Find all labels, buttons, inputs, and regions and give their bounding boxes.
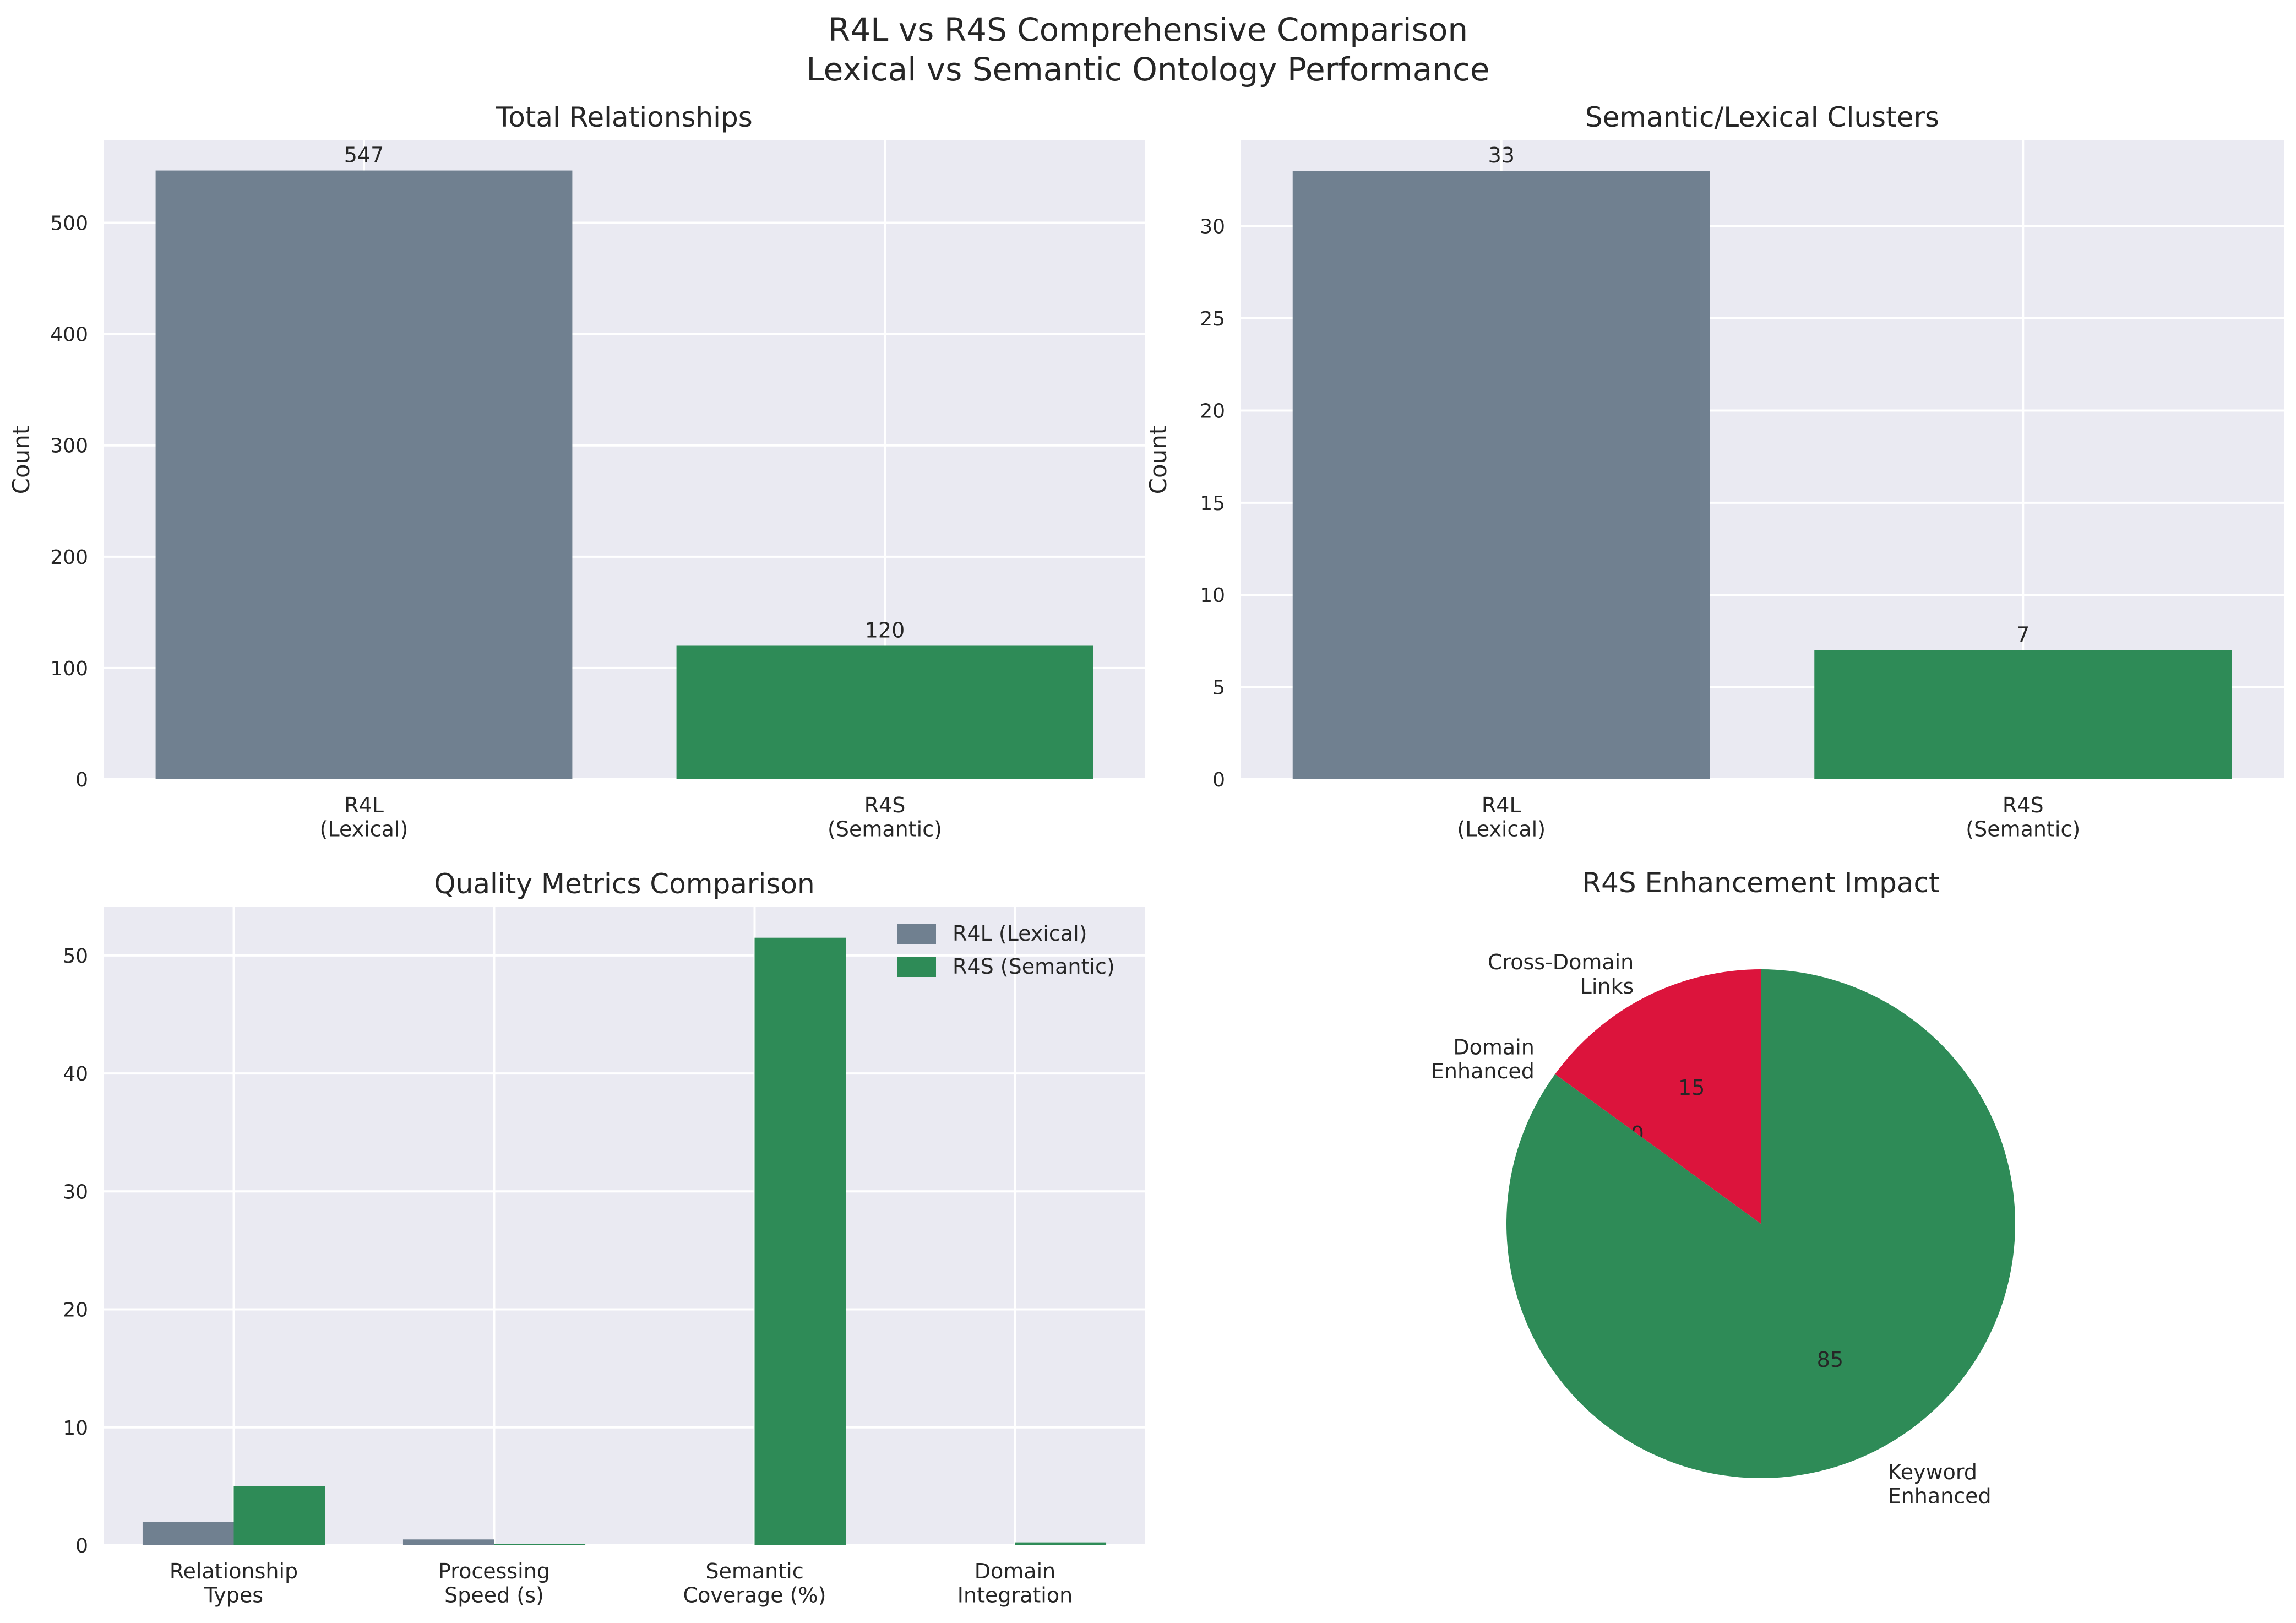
y-tick-label: 50 xyxy=(63,945,88,968)
bar-r4s xyxy=(494,1544,586,1545)
y-tick-label: 40 xyxy=(63,1063,88,1085)
enhancement-impact-pie: R4S Enhancement Impact 15 Cross-Domain Link… xyxy=(1431,867,2015,1508)
pie-slice xyxy=(1555,969,1761,1224)
y-tick-label: 400 xyxy=(50,324,88,346)
y-tick-label: 0 xyxy=(75,769,88,791)
legend-label: R4S (Semantic) xyxy=(953,954,1115,979)
clusters-chart: Semantic/Lexical Clusters 0 5 10 15 20 25 30 33 7… xyxy=(1145,101,2284,842)
quality-metrics-chart: Quality Metrics Comparison 0 10 20 30 40 50 R4L… xyxy=(63,868,1145,1608)
total-relationships-chart: Total Relationships 0 100 200 300 400 500 547 12… xyxy=(8,101,1145,842)
y-tick-label: 30 xyxy=(63,1181,88,1203)
bar-r4l xyxy=(402,1539,494,1545)
y-tick-label: 300 xyxy=(50,435,88,458)
bar-r4s xyxy=(754,937,846,1545)
legend-label: R4L (Lexical) xyxy=(953,921,1087,946)
pie-value-label: 15 xyxy=(1678,1076,1705,1100)
legend-swatch-r4s xyxy=(897,957,936,977)
pie-slice-label: Keyword Enhanced xyxy=(1888,1460,1992,1508)
y-tick-label: 15 xyxy=(1200,492,1225,515)
bar-r4l xyxy=(142,1522,234,1545)
pie-slice-label: Cross-Domain Links xyxy=(1488,950,1634,998)
y-tick-label: 10 xyxy=(63,1417,88,1440)
figure-title-line1: R4L vs R4S Comprehensive Comparison xyxy=(828,11,1468,48)
y-tick-label: 5 xyxy=(1212,677,1225,699)
y-tick-label: 500 xyxy=(50,213,88,235)
x-tick-label: Semantic Coverage (%) xyxy=(683,1559,826,1608)
y-axis-label: Count xyxy=(1145,426,1172,495)
bar-r4s xyxy=(1814,650,2232,779)
bar-data-label: 33 xyxy=(1488,143,1515,167)
y-tick-label: 0 xyxy=(75,1535,88,1557)
y-tick-label: 10 xyxy=(1200,584,1225,607)
x-tick-label: Domain Integration xyxy=(957,1559,1073,1608)
chart-title: Quality Metrics Comparison xyxy=(434,868,814,900)
bar-data-label: 547 xyxy=(344,143,384,167)
y-tick-label: 25 xyxy=(1200,308,1225,330)
figure-title-line2: Lexical vs Semantic Ontology Performance xyxy=(806,51,1489,88)
chart-title: R4S Enhancement Impact xyxy=(1582,867,1939,899)
x-tick-label: R4L (Lexical) xyxy=(1457,793,1546,842)
bar-r4s xyxy=(1015,1542,1107,1545)
x-tick-label: R4L (Lexical) xyxy=(320,793,409,842)
pie-value-label: 85 xyxy=(1817,1348,1843,1372)
y-tick-label: 20 xyxy=(63,1299,88,1322)
y-tick-label: 100 xyxy=(50,658,88,680)
bar-r4s xyxy=(676,645,1093,779)
bar-r4s xyxy=(233,1486,325,1545)
pie-slice-label: Domain Enhanced xyxy=(1431,1035,1535,1083)
x-tick-label: R4S (Semantic) xyxy=(1966,793,2080,842)
x-tick-label: Processing Speed (s) xyxy=(438,1559,550,1608)
bar-data-label: 120 xyxy=(865,618,905,642)
pie-slice xyxy=(1506,969,2015,1478)
x-tick-label: Relationship Types xyxy=(170,1559,298,1608)
chart-title: Total Relationships xyxy=(496,101,753,133)
chart-title: Semantic/Lexical Clusters xyxy=(1585,101,1939,133)
bar-data-label: 7 xyxy=(2016,623,2030,647)
y-tick-label: 200 xyxy=(50,546,88,569)
x-tick-label: R4S (Semantic) xyxy=(828,793,942,842)
y-tick-label: 20 xyxy=(1200,400,1225,422)
y-tick-label: 0 xyxy=(1212,769,1225,791)
plot-area xyxy=(104,907,1145,1545)
bar-r4l xyxy=(155,170,573,779)
legend-swatch-r4l xyxy=(897,924,936,944)
bar-r4l xyxy=(1292,171,1710,780)
y-tick-label: 30 xyxy=(1200,216,1225,238)
y-axis-label: Count xyxy=(8,426,35,495)
